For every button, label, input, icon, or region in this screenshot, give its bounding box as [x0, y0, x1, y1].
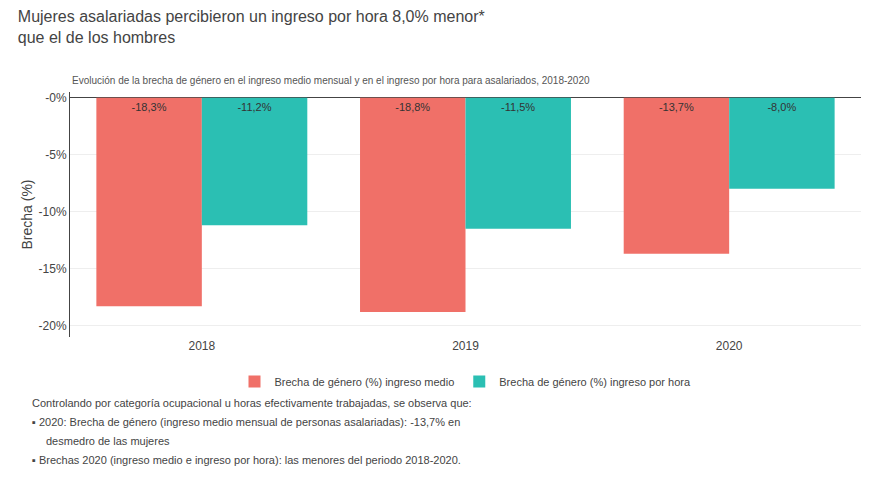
svg-text:-18,3%: -18,3%: [132, 101, 167, 113]
svg-text:-8,0%: -8,0%: [767, 101, 796, 113]
svg-text:2019: 2019: [452, 339, 479, 353]
svg-text:2020: 2020: [716, 339, 743, 353]
svg-text:-13,7%: -13,7%: [659, 101, 694, 113]
svg-text:Controlando por categoría ocup: Controlando por categoría ocupacional u …: [32, 397, 472, 409]
svg-text:Brecha de género (%) ingreso m: Brecha de género (%) ingreso medio: [275, 376, 455, 388]
svg-text:-20%: -20%: [39, 319, 67, 333]
svg-text:2018: 2018: [188, 339, 215, 353]
svg-text:Brecha de género (%) ingreso p: Brecha de género (%) ingreso por hora: [499, 376, 691, 388]
svg-text:-11,5%: -11,5%: [501, 101, 535, 113]
svg-text:▪ 2020: Brecha de género (ingr: ▪ 2020: Brecha de género (ingreso medio …: [32, 416, 460, 428]
svg-text:-10%: -10%: [39, 205, 67, 219]
svg-text:Evolución de la brecha de géne: Evolución de la brecha de género en el i…: [72, 75, 590, 86]
svg-text:-15%: -15%: [39, 262, 67, 276]
svg-text:-18,8%: -18,8%: [395, 101, 430, 113]
svg-text:▪ Brechas 2020 (ingreso medio: ▪ Brechas 2020 (ingreso medio e ingreso …: [32, 454, 461, 466]
svg-text:-5%: -5%: [45, 148, 67, 162]
svg-text:Mujeres asalariadas percibiero: Mujeres asalariadas percibieron un ingre…: [18, 8, 485, 46]
svg-text:-11,2%: -11,2%: [237, 101, 271, 113]
svg-text:desmedro de las mujeres: desmedro de las mujeres: [46, 435, 170, 447]
svg-text:-0%: -0%: [45, 91, 67, 105]
svg-text:Brecha (%): Brecha (%): [19, 179, 35, 249]
